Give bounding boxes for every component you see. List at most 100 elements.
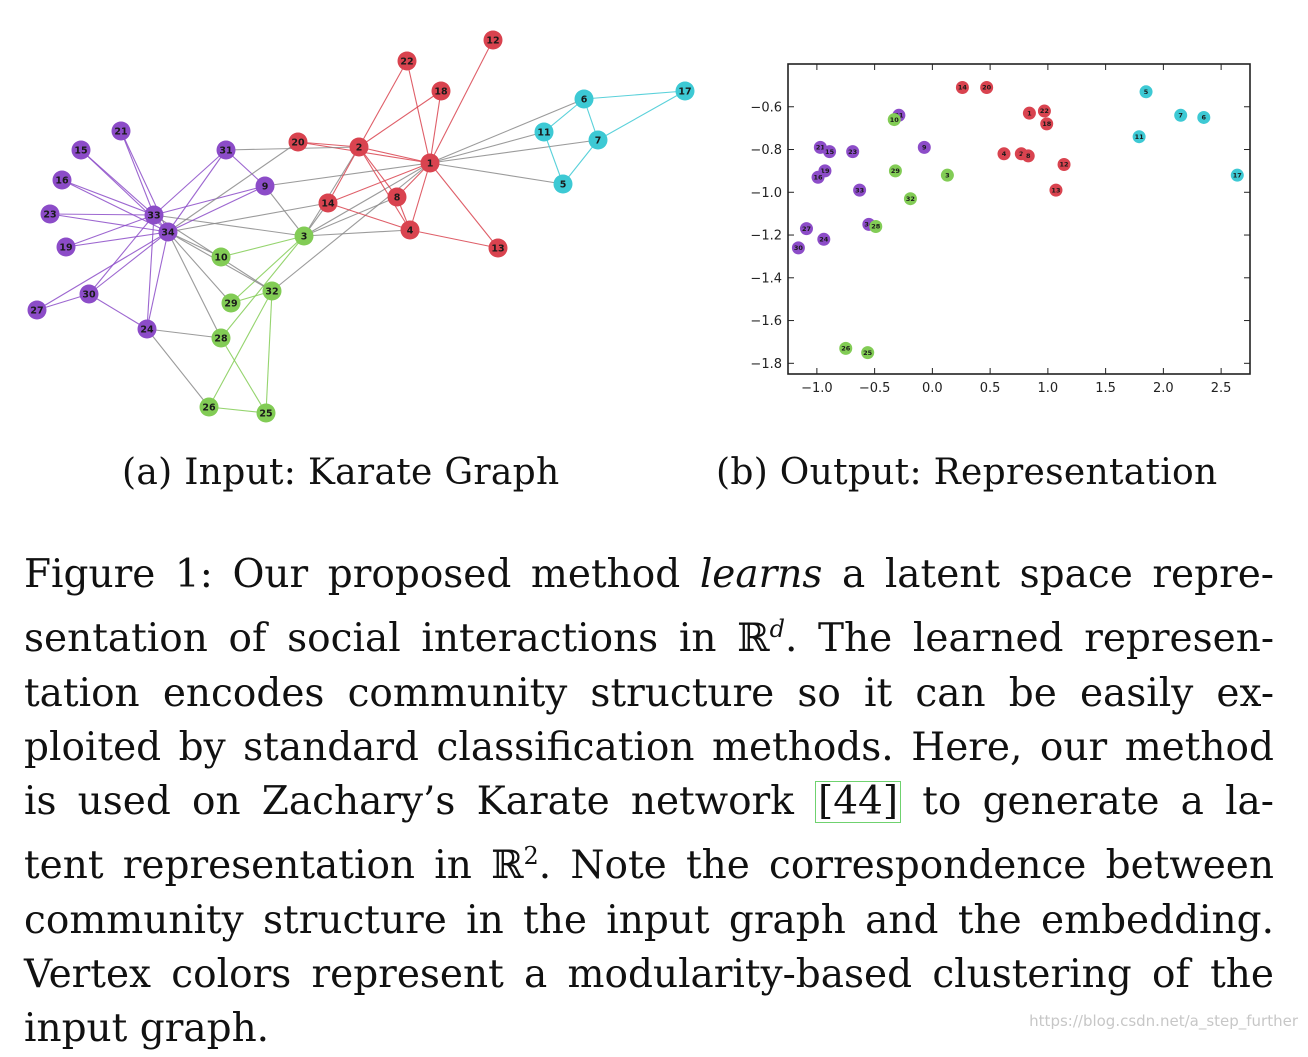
scatter-point-label: 17 — [1233, 171, 1242, 179]
subcaption-b: (b) Output: Representation — [716, 452, 1218, 493]
x-tick-label: −1.0 — [801, 381, 833, 396]
y-tick-label: −1.0 — [750, 186, 782, 201]
scatter-point-label: 22 — [1040, 107, 1049, 115]
y-tick-label: −0.6 — [750, 100, 782, 115]
graph-node-label: 6 — [581, 94, 588, 105]
scatter-point-label: 12 — [1060, 161, 1069, 169]
scatter-point: 13 — [1049, 183, 1063, 197]
graph-edge — [167, 231, 232, 304]
scatter-point: 27 — [799, 222, 813, 236]
graph-edge — [146, 328, 222, 339]
graph-edge — [597, 90, 686, 141]
scatter-point-label: 16 — [814, 174, 824, 182]
scatter-point: 12 — [1057, 157, 1071, 171]
citation-link[interactable]: [44] — [815, 781, 902, 824]
graph-edge — [297, 141, 360, 148]
graph-node-label: 10 — [214, 252, 228, 263]
graph-node: 27 — [27, 300, 47, 320]
scatter-point-marker — [955, 81, 969, 95]
graph-edge — [429, 39, 494, 164]
caption-line: tation encodes community structure so it… — [24, 670, 1274, 716]
graph-edge — [146, 231, 169, 330]
scatter-point-marker — [839, 341, 853, 355]
scatter-point-label: 28 — [871, 223, 881, 231]
scatter-point-marker — [1139, 85, 1153, 99]
caption-emphasis: learns — [699, 552, 823, 597]
graph-node: 6 — [574, 89, 594, 109]
scatter-point: 33 — [853, 183, 867, 197]
caption-text: . The learned represen- — [784, 616, 1274, 662]
scatter-point-label: 26 — [841, 345, 851, 353]
caption-text: a latent space repre- — [822, 552, 1274, 597]
graph-edge — [429, 139, 599, 164]
graph-edge — [583, 90, 686, 100]
graph-node-circle — [216, 140, 236, 160]
scatter-point: 30 — [791, 241, 805, 255]
graph-node-circle — [288, 132, 308, 152]
plot-frame — [787, 63, 1251, 375]
scatter-point-marker — [887, 113, 901, 127]
scatter-point-label: 18 — [1042, 120, 1052, 128]
scatter-point: 8 — [1021, 149, 1035, 163]
graph-node: 22 — [397, 51, 417, 71]
caption-line: is used on Zachary’s Karate network [44]… — [24, 775, 1274, 829]
graph-node-label: 2 — [356, 142, 363, 153]
graph-node-circle — [262, 281, 282, 301]
graph-edge — [220, 235, 305, 258]
graph-node-circle — [79, 284, 99, 304]
graph-edge — [88, 231, 169, 295]
graph-node-circle — [483, 30, 503, 50]
graph-node-circle — [349, 137, 369, 157]
graph-node-label: 26 — [202, 402, 216, 413]
graph-edge — [208, 290, 273, 408]
graph-node-label: 21 — [114, 126, 127, 137]
graph-edge — [303, 162, 431, 237]
graph-node-label: 29 — [224, 298, 237, 309]
graph-edge — [429, 131, 545, 164]
graph-edge — [220, 235, 305, 339]
graph-edge — [429, 98, 585, 164]
graph-node: 2 — [349, 137, 369, 157]
scatter-point-label: 34 — [864, 221, 874, 229]
graph-node-circle — [71, 140, 91, 160]
graph-edge — [88, 214, 155, 295]
graph-node-label: 33 — [147, 210, 160, 221]
graph-node-label: 28 — [214, 333, 228, 344]
graph-edge — [358, 146, 411, 231]
graph-node-circle — [294, 226, 314, 246]
graph-edge — [409, 229, 499, 249]
graph-node: 28 — [211, 328, 231, 348]
graph-node-label: 16 — [55, 175, 69, 186]
graph-edge — [303, 146, 360, 237]
scatter-point-label: 32 — [906, 195, 915, 203]
graph-node: 1 — [420, 153, 440, 173]
graph-edge — [358, 90, 442, 148]
caption-text: to generate a la- — [901, 779, 1274, 825]
subcaption-a: (a) Input: Karate Graph — [122, 452, 560, 493]
graph-edge — [49, 213, 155, 216]
caption-line: sentation of social interactions in ℝd. … — [24, 602, 1274, 666]
graph-edge — [167, 231, 222, 339]
graph-edge — [88, 293, 148, 330]
scatter-point-label: 10 — [890, 116, 900, 124]
scatter-point-marker — [791, 241, 805, 255]
graph-nodes: 1234567891011121314151617181920212223242… — [27, 30, 695, 423]
graph-edge — [220, 337, 267, 414]
scatter-point-marker — [1037, 104, 1051, 118]
scatter-point-marker — [1022, 106, 1036, 120]
graph-node-label: 23 — [43, 209, 56, 220]
scatter-point: 24 — [817, 232, 831, 246]
scatter-point: 9 — [917, 140, 931, 154]
scatter-point-marker — [1049, 183, 1063, 197]
graph-edge — [303, 196, 398, 237]
graph-edge — [409, 162, 431, 231]
graph-node: 32 — [262, 281, 282, 301]
scatter-point-label: 25 — [863, 349, 873, 357]
graph-node-circle — [431, 81, 451, 101]
graph-node: 18 — [431, 81, 451, 101]
graph-node-label: 22 — [400, 56, 413, 67]
graph-node-circle — [318, 193, 338, 213]
caption-line: Vertex colors represent a modularity-bas… — [24, 952, 1274, 998]
graph-edge — [358, 146, 431, 164]
scatter-point: 20 — [980, 81, 994, 95]
